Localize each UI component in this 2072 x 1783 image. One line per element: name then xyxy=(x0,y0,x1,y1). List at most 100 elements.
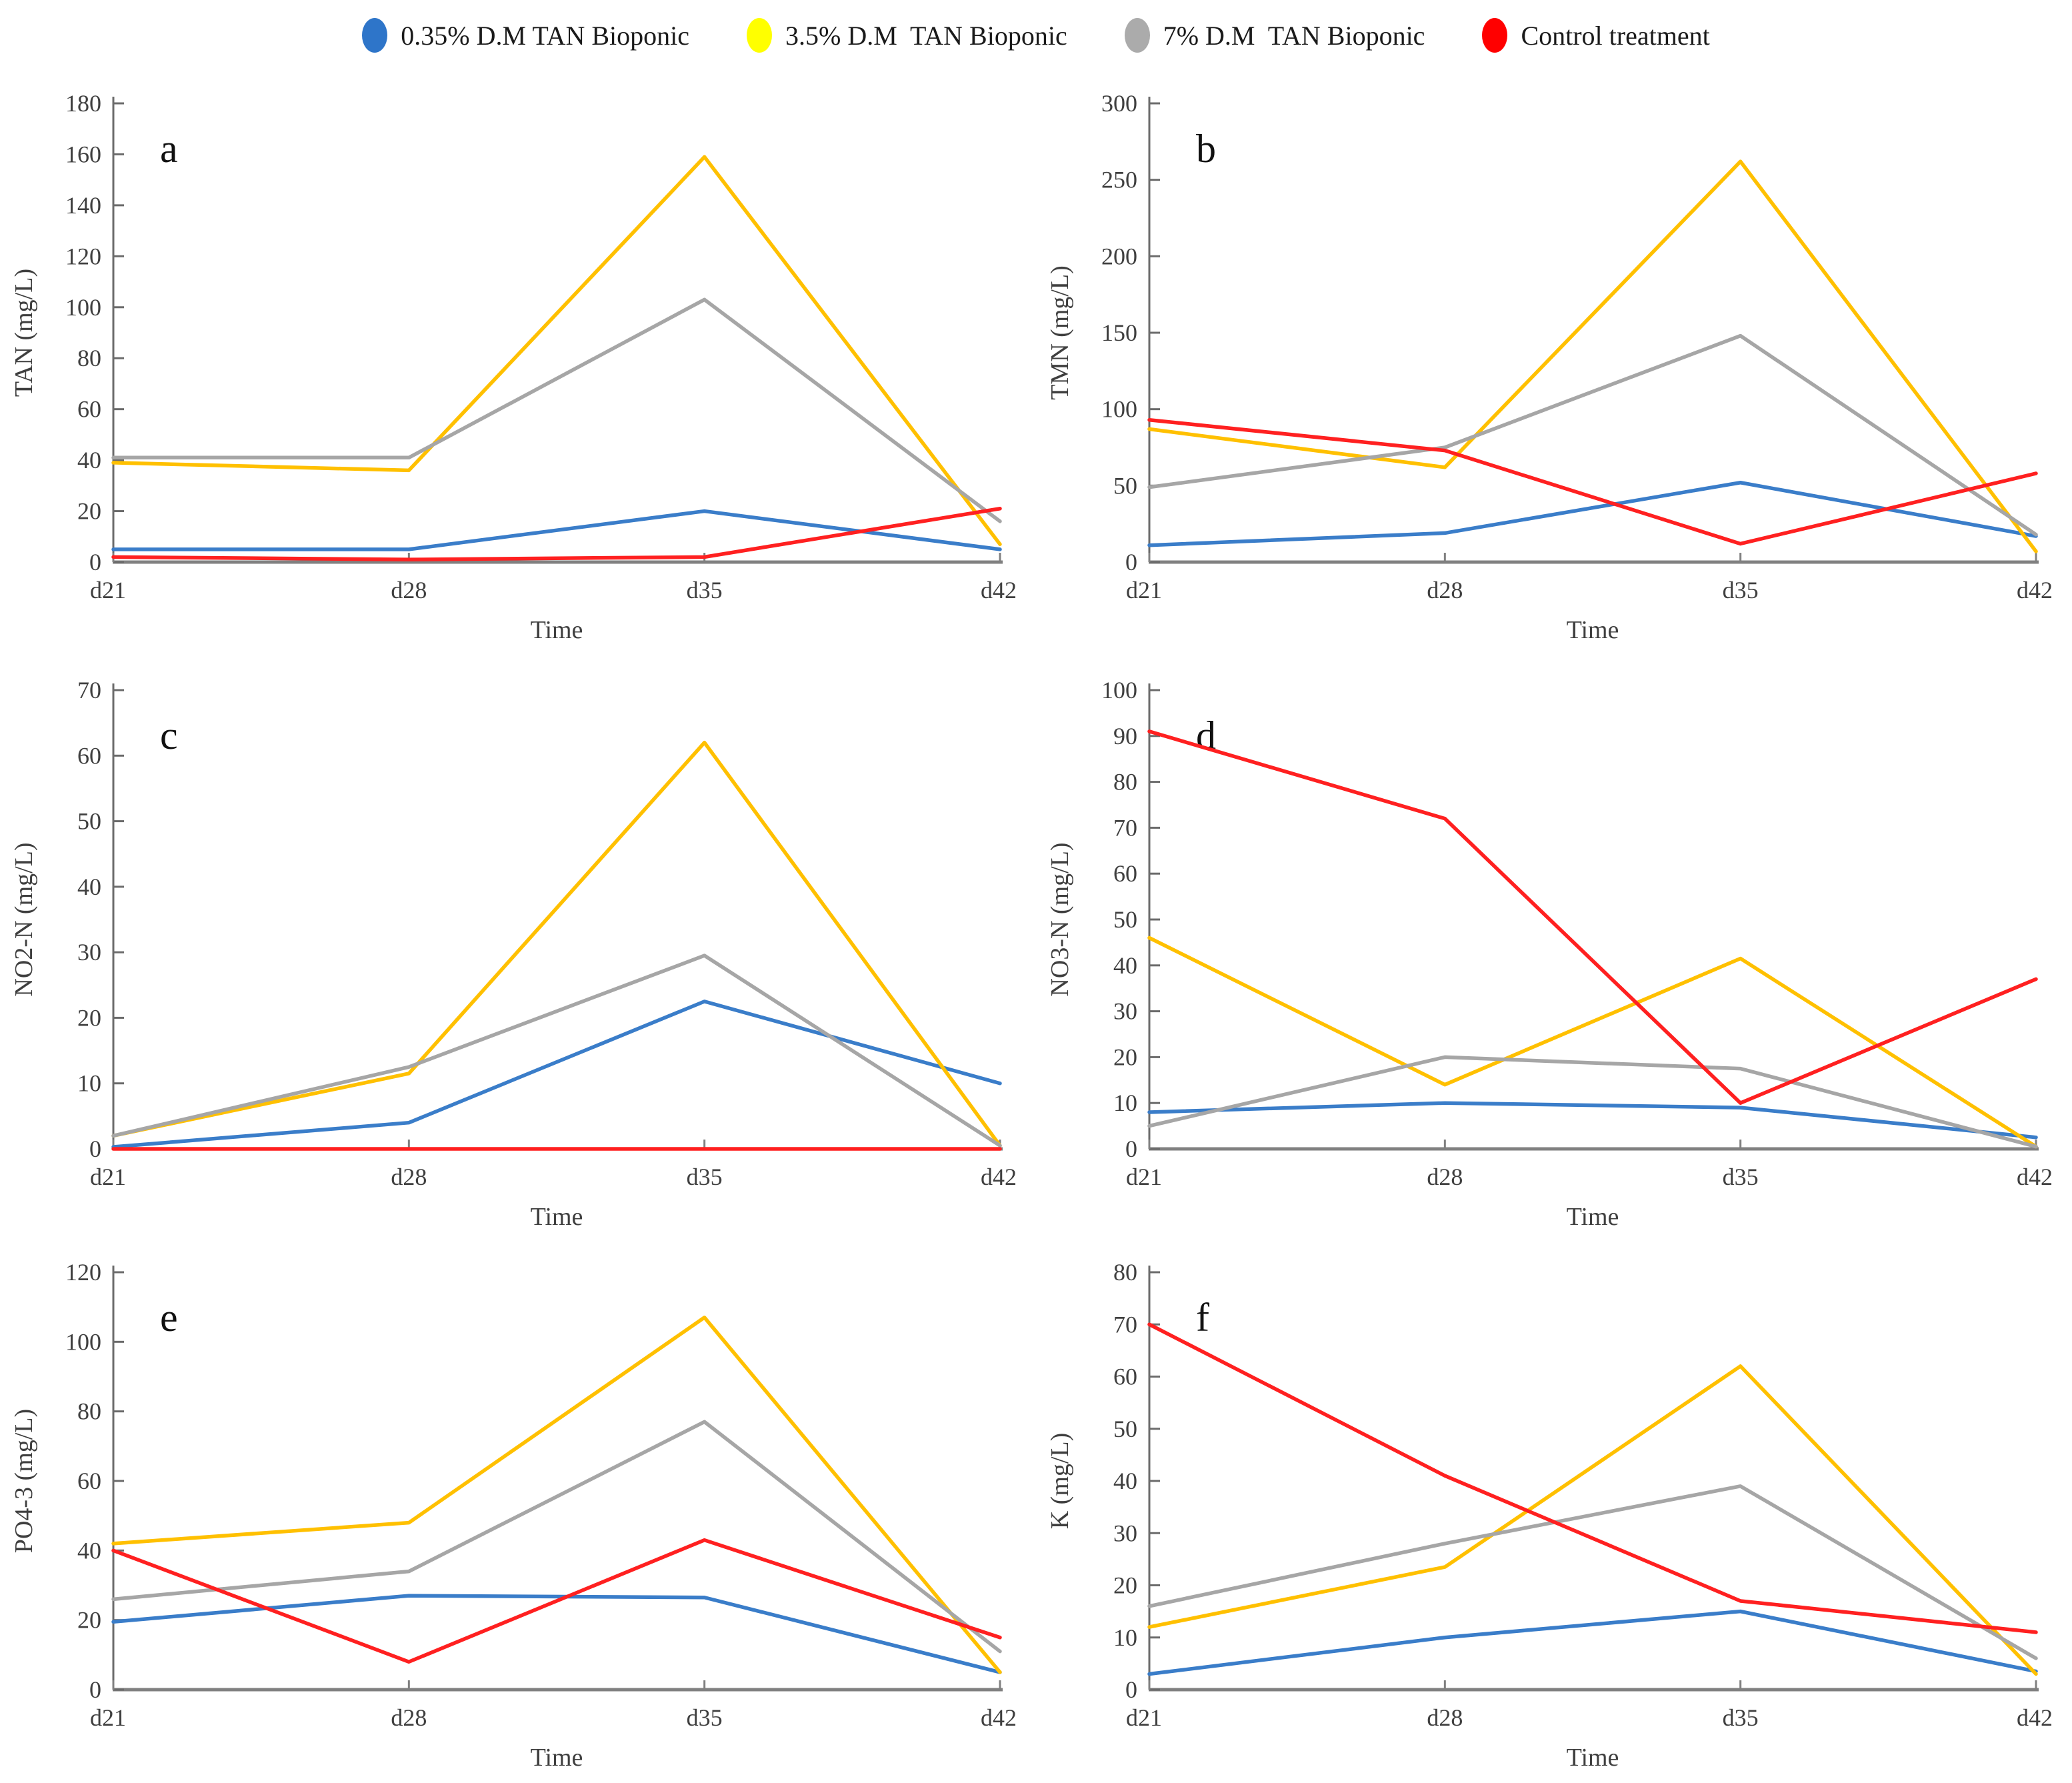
series-line-yellow xyxy=(111,740,1002,1148)
y-tick-label: 200 xyxy=(1101,243,1137,269)
panel-letter: c xyxy=(160,713,178,757)
chart-svg-b: 0 50 100 150 200 250 300 d21 d28 d35 d42 TMN (mg/L)… xyxy=(1046,90,2053,644)
x-axis-title: Time xyxy=(531,1744,583,1772)
legend-item: 3.5% D.M TAN Bioponic xyxy=(747,18,1067,53)
x-tick-label: d35 xyxy=(687,577,723,603)
series-line-red xyxy=(1147,417,2038,546)
chart-panel-d: 0 10 20 30 40 50 60 70 80 90 100 d21 d28 d35 d42 NO3-N … xyxy=(1036,652,2072,1239)
x-tick-label: d21 xyxy=(90,1704,126,1731)
x-tick-label: d42 xyxy=(981,1164,1017,1190)
y-tick-label: 50 xyxy=(77,808,101,835)
legend-marker-icon xyxy=(1482,18,1508,53)
y-tick-label: 120 xyxy=(65,243,101,269)
x-axis-title: Time xyxy=(1567,1203,1619,1231)
x-axis-title: Time xyxy=(1567,1744,1619,1772)
series-line-yellow xyxy=(111,155,1002,546)
y-tick-label: 20 xyxy=(1113,1044,1137,1070)
series-line-blue xyxy=(111,1000,1002,1149)
y-tick-label: 0 xyxy=(89,549,101,575)
y-tick-label: 50 xyxy=(1113,906,1137,933)
y-axis-title: TAN (mg/L) xyxy=(10,269,38,397)
legend-item: 0.35% D.M TAN Bioponic xyxy=(362,18,689,53)
legend-item: Control treatment xyxy=(1482,18,1710,53)
y-tick-label: 30 xyxy=(77,939,101,966)
y-tick-label: 20 xyxy=(77,1607,101,1634)
y-tick-label: 60 xyxy=(1113,1364,1137,1390)
x-tick-label: d35 xyxy=(1723,577,1759,603)
y-tick-label: 50 xyxy=(1113,472,1137,499)
legend-label: 3.5% D.M TAN Bioponic xyxy=(785,20,1067,51)
legend-label: Control treatment xyxy=(1521,20,1710,51)
y-tick-label: 140 xyxy=(65,192,101,219)
y-tick-label: 100 xyxy=(1101,396,1137,423)
series-line-yellow xyxy=(1147,1364,2038,1676)
y-tick-label: 100 xyxy=(65,1328,101,1355)
y-tick-label: 0 xyxy=(1125,1676,1137,1703)
y-tick-label: 250 xyxy=(1101,167,1137,193)
panel-letter: a xyxy=(160,127,178,171)
series-line-red xyxy=(111,1538,1002,1664)
legend-label: 0.35% D.M TAN Bioponic xyxy=(401,20,689,51)
panel-letter: e xyxy=(160,1296,178,1340)
y-tick-label: 0 xyxy=(1125,549,1137,575)
y-tick-label: 120 xyxy=(65,1259,101,1286)
legend-item: 7% D.M TAN Bioponic xyxy=(1124,18,1425,53)
x-tick-label: d28 xyxy=(1427,1704,1463,1731)
series-line-red xyxy=(1147,1322,2038,1634)
x-tick-label: d28 xyxy=(391,577,427,603)
y-tick-label: 0 xyxy=(89,1136,101,1162)
y-tick-label: 180 xyxy=(65,90,101,117)
y-tick-label: 20 xyxy=(1113,1572,1137,1599)
y-tick-label: 300 xyxy=(1101,90,1137,117)
series-line-blue xyxy=(1147,1609,2038,1676)
chart-svg-a: 0 20 40 60 80 100 120 140 160 180 d21 d28 d35 d42 TAN … xyxy=(10,90,1017,644)
x-tick-label: d35 xyxy=(687,1164,723,1190)
y-tick-label: 50 xyxy=(1113,1416,1137,1442)
series-line-blue xyxy=(1147,480,2038,547)
y-tick-label: 80 xyxy=(77,345,101,371)
series-line-blue xyxy=(111,1594,1002,1674)
y-tick-label: 100 xyxy=(65,294,101,321)
panel-letter: f xyxy=(1196,1296,1209,1340)
y-tick-label: 90 xyxy=(1113,723,1137,749)
chart-svg-f: 0 10 20 30 40 50 60 70 80 d21 d28 d35 d42 K (mg/L) Tim… xyxy=(1046,1259,2053,1772)
y-tick-label: 70 xyxy=(1113,814,1137,841)
y-tick-label: 10 xyxy=(1113,1090,1137,1116)
series-line-gray xyxy=(111,1420,1002,1654)
chart-panel-c: 0 10 20 30 40 50 60 70 d21 d28 d35 d42 NO2-N (mg/L) T… xyxy=(0,652,1036,1239)
series-line-yellow xyxy=(111,1316,1002,1674)
y-tick-label: 70 xyxy=(1113,1311,1137,1338)
series-line-blue xyxy=(1147,1101,2038,1140)
y-tick-label: 60 xyxy=(1113,860,1137,887)
series-line-blue xyxy=(111,509,1002,551)
panel-letter: b xyxy=(1196,127,1216,171)
x-tick-label: d28 xyxy=(391,1164,427,1190)
series-line-gray xyxy=(1147,333,2038,537)
y-tick-label: 20 xyxy=(77,498,101,525)
y-tick-label: 60 xyxy=(77,742,101,769)
chart-panel-b: 0 50 100 150 200 250 300 d21 d28 d35 d42 TMN (mg/L)… xyxy=(1036,65,2072,652)
y-tick-label: 40 xyxy=(77,873,101,900)
x-tick-label: d35 xyxy=(687,1704,723,1731)
y-tick-label: 40 xyxy=(77,447,101,473)
x-tick-label: d28 xyxy=(391,1704,427,1731)
y-tick-label: 60 xyxy=(77,1468,101,1494)
y-tick-label: 40 xyxy=(77,1537,101,1564)
x-tick-label: d21 xyxy=(1126,1164,1162,1190)
y-tick-label: 0 xyxy=(89,1676,101,1703)
y-axis-title: NO2-N (mg/L) xyxy=(10,842,38,996)
series-line-gray xyxy=(111,297,1002,523)
y-axis-title: PO4-3 (mg/L) xyxy=(10,1409,38,1553)
chart-panel-a: 0 20 40 60 80 100 120 140 160 180 d21 d28 d35 d42 TAN … xyxy=(0,65,1036,652)
y-tick-label: 10 xyxy=(77,1070,101,1097)
x-tick-label: d21 xyxy=(90,577,126,603)
legend-marker-icon xyxy=(362,18,388,53)
chart-svg-d: 0 10 20 30 40 50 60 70 80 90 100 d21 d28 d35 d42 NO3-N … xyxy=(1046,677,2053,1231)
x-tick-label: d35 xyxy=(1723,1704,1759,1731)
x-tick-label: d28 xyxy=(1427,1164,1463,1190)
legend-marker-icon xyxy=(1124,18,1150,53)
x-axis-title: Time xyxy=(531,1203,583,1231)
y-tick-label: 30 xyxy=(1113,1520,1137,1546)
x-tick-label: d21 xyxy=(1126,577,1162,603)
series-line-gray xyxy=(1147,1484,2038,1660)
